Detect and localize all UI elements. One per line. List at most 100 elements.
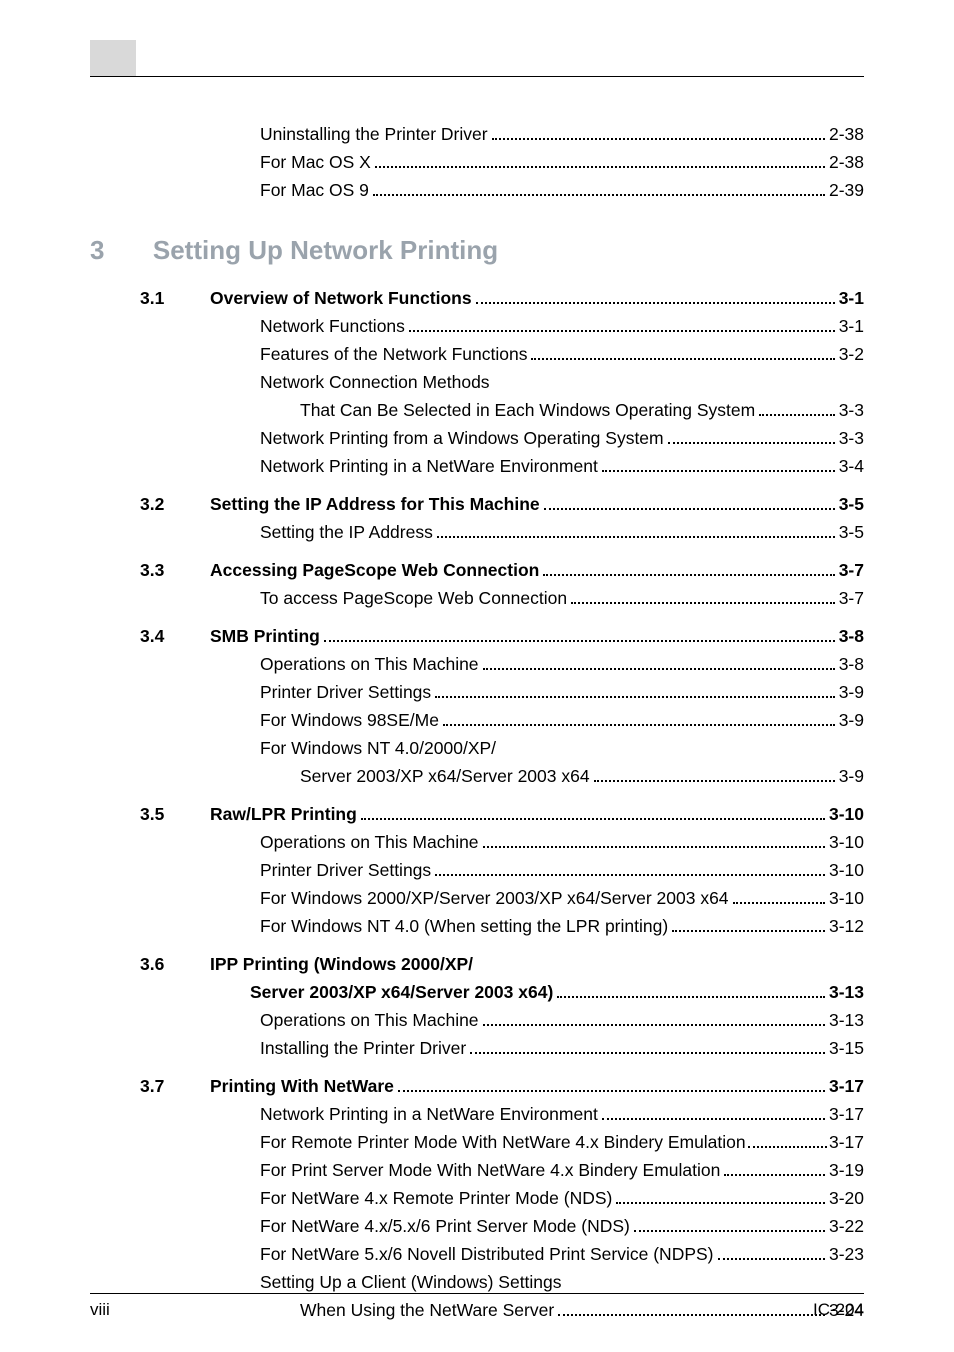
leader-dots (373, 180, 825, 196)
leader-dots (759, 400, 834, 416)
entry-page: 3-10 (829, 800, 864, 828)
entry-label: Setting the IP Address (260, 518, 433, 546)
toc-entry: Setting the IP Address 3-5 (260, 518, 864, 546)
entry-label: For Windows NT 4.0/2000/XP/ (260, 738, 496, 758)
leader-dots (748, 1132, 827, 1148)
toc-entry: For Print Server Mode With NetWare 4.x B… (260, 1156, 864, 1184)
toc-entry: For Windows 98SE/Me3-9 (260, 706, 864, 734)
toc-entry: Features of the Network Functions3-2 (260, 340, 864, 368)
section-number: 3.2 (140, 490, 210, 518)
leader-dots (602, 456, 835, 472)
leader-dots (571, 588, 835, 604)
entry-page: 2-38 (829, 120, 864, 148)
entry-page: 3-12 (829, 912, 864, 940)
entry-label: Operations on This Machine (260, 1006, 479, 1034)
entry-label: Setting Up a Client (Windows) Settings (260, 1272, 562, 1292)
entry-label: Network Printing from a Windows Operatin… (260, 424, 664, 452)
section: 3.4 SMB Printing3-8 Operations on This M… (90, 622, 864, 790)
entry-page: 3-5 (839, 490, 864, 518)
entry-page: 3-9 (839, 762, 864, 790)
entry-label: Setting the IP Address for This Machine (210, 490, 540, 518)
section-number: 3.6 (140, 950, 210, 978)
leader-dots (361, 804, 825, 820)
toc-entry-cont: Network Connection Methods (260, 368, 864, 396)
section-head: Overview of Network Functions 3-1 (210, 284, 864, 312)
entry-page: 3-17 (829, 1072, 864, 1100)
toc-entry-cont: For Windows NT 4.0/2000/XP/ (260, 734, 864, 762)
section-head-line2: Server 2003/XP x64/Server 2003 x64)3-13 (250, 978, 864, 1006)
chapter-title: Setting Up Network Printing (153, 235, 498, 265)
entry-label: For Mac OS 9 (260, 176, 369, 204)
leader-dots (531, 344, 834, 360)
entry-page: 3-10 (829, 828, 864, 856)
section-head-line1: IPP Printing (Windows 2000/XP/ (210, 950, 864, 978)
margin-tab (90, 40, 136, 76)
entry-page: 3-8 (839, 622, 864, 650)
entry-label: Raw/LPR Printing (210, 800, 357, 828)
leader-dots (543, 560, 834, 576)
entry-label: For Print Server Mode With NetWare 4.x B… (260, 1156, 720, 1184)
footer-left: viii (90, 1300, 110, 1320)
leader-dots (718, 1244, 825, 1260)
toc-entry: Uninstalling the Printer Driver 2-38 (260, 120, 864, 148)
toc-entry: To access PageScope Web Connection3-7 (260, 584, 864, 612)
leader-dots (476, 288, 835, 304)
toc-entry: For Mac OS X 2-38 (260, 148, 864, 176)
toc-entry: Network Printing from a Windows Operatin… (260, 424, 864, 452)
footer: viii IC-204 (90, 1300, 864, 1320)
section: 3.3 Accessing PageScope Web Connection3-… (90, 556, 864, 612)
section-number: 3.4 (140, 622, 210, 650)
toc-entry: Network Printing in a NetWare Environmen… (260, 1100, 864, 1128)
toc-content: Uninstalling the Printer Driver 2-38 For… (90, 120, 864, 1324)
entry-page: 3-5 (839, 518, 864, 546)
entry-page: 3-8 (839, 650, 864, 678)
section: 3.6 IPP Printing (Windows 2000/XP/ Serve… (90, 950, 864, 1062)
toc-entry: For Windows 2000/XP/Server 2003/XP x64/S… (260, 884, 864, 912)
page: Uninstalling the Printer Driver 2-38 For… (0, 0, 954, 1352)
entry-label: Network Connection Methods (260, 372, 490, 392)
entry-page: 3-4 (839, 452, 864, 480)
leader-dots (435, 860, 825, 876)
toc-entry: Server 2003/XP x64/Server 2003 x643-9 (300, 762, 864, 790)
section: 3.1 Overview of Network Functions 3-1 Ne… (90, 284, 864, 480)
toc-entry: Printer Driver Settings 3-10 (260, 856, 864, 884)
section-head: SMB Printing3-8 (210, 622, 864, 650)
section-head: Setting the IP Address for This Machine 3… (210, 490, 864, 518)
toc-entry: Installing the Printer Driver3-15 (260, 1034, 864, 1062)
entry-page: 2-38 (829, 148, 864, 176)
toc-entry: Network Functions3-1 (260, 312, 864, 340)
toc-entry: For NetWare 4.x Remote Printer Mode (NDS… (260, 1184, 864, 1212)
entry-page: 3-13 (829, 1006, 864, 1034)
toc-entry: For Windows NT 4.0 (When setting the LPR… (260, 912, 864, 940)
entry-label: Overview of Network Functions (210, 284, 472, 312)
entry-page: 3-19 (829, 1156, 864, 1184)
entry-page: 3-9 (839, 678, 864, 706)
entry-page: 3-9 (839, 706, 864, 734)
section-head: Raw/LPR Printing 3-10 (210, 800, 864, 828)
entry-label: Printer Driver Settings (260, 856, 431, 884)
toc-entry: For Remote Printer Mode With NetWare 4.x… (260, 1128, 864, 1156)
leader-dots (544, 494, 835, 510)
entry-page: 3-10 (829, 856, 864, 884)
entry-label: For Remote Printer Mode With NetWare 4.x… (260, 1128, 746, 1156)
leader-dots (435, 682, 835, 698)
toc-entry: For NetWare 4.x/5.x/6 Print Server Mode … (260, 1212, 864, 1240)
leader-dots (492, 124, 825, 140)
entry-page: 2-39 (829, 176, 864, 204)
entry-page: 3-17 (829, 1100, 864, 1128)
entry-page: 3-7 (839, 584, 864, 612)
entry-page: 3-3 (839, 396, 864, 424)
toc-entry: Operations on This Machine 3-13 (260, 1006, 864, 1034)
entry-label: For NetWare 4.x Remote Printer Mode (NDS… (260, 1184, 612, 1212)
entry-label: Accessing PageScope Web Connection (210, 556, 539, 584)
toc-entry: Operations on This Machine3-8 (260, 650, 864, 678)
section-number: 3.1 (140, 284, 210, 312)
leader-dots (668, 428, 835, 444)
entry-label: Installing the Printer Driver (260, 1034, 466, 1062)
section-number: 3.7 (140, 1072, 210, 1100)
leader-dots (483, 1010, 825, 1026)
leader-dots (733, 888, 825, 904)
entry-label: For NetWare 4.x/5.x/6 Print Server Mode … (260, 1212, 630, 1240)
entry-page: 3-3 (839, 424, 864, 452)
entry-page: 3-7 (839, 556, 864, 584)
